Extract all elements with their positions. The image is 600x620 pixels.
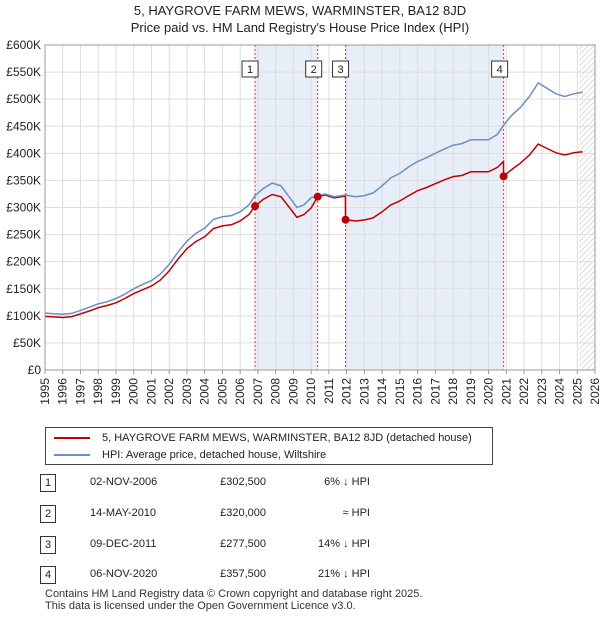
y-tick-label: £400K — [6, 146, 41, 160]
sale-row: 2 14-MAY-2010 £320,000 ≈ HPI — [40, 505, 460, 525]
chart-subtitle: Price paid vs. HM Land Registry's House … — [130, 20, 470, 35]
sale-date: 09-DEC-2011 — [90, 538, 157, 550]
sale-number-badge: 2 — [40, 505, 56, 523]
sale-date: 06-NOV-2020 — [90, 568, 158, 580]
sale-badge-box — [241, 60, 259, 78]
sale-badge-box — [332, 60, 350, 78]
sale-row: 1 02-NOV-2006 £302,500 6% ↓ HPI — [40, 474, 460, 494]
hpi-series-line — [44, 81, 583, 315]
x-tick-label: 1998 — [91, 378, 105, 405]
y-tick-label: £300K — [6, 201, 41, 215]
y-tick-label: £350K — [6, 173, 41, 187]
legend-swatch-property — [54, 437, 90, 439]
plot-frame — [44, 44, 596, 371]
x-tick-label: 2003 — [180, 378, 194, 405]
x-tick-label: 2018 — [446, 378, 460, 405]
sale-number-badge: 1 — [40, 474, 56, 492]
sale-date: 02-NOV-2006 — [90, 476, 158, 488]
x-tick-label: 2006 — [233, 378, 247, 405]
x-tick-label: 2024 — [553, 378, 567, 405]
sale-badge-box — [491, 60, 509, 78]
sale-badge-label: 3 — [337, 64, 343, 76]
x-tick-label: 2015 — [393, 378, 407, 405]
sale-point — [251, 202, 260, 211]
sale-badge-label: 2 — [311, 64, 317, 76]
sale-price: £320,000 — [220, 507, 266, 519]
x-tick-label: 2019 — [464, 378, 478, 405]
chart-title-block: 5, HAYGROVE FARM MEWS, WARMINSTER, BA12 … — [0, 2, 600, 36]
x-tick-label: 2011 — [322, 378, 336, 404]
sale-hpi-delta: ≈ HPI — [342, 507, 370, 519]
footer-line: Contains HM Land Registry data © Crown c… — [45, 588, 423, 600]
sale-number-badge: 3 — [40, 536, 56, 554]
x-tick-label: 2014 — [375, 378, 389, 405]
sale-badge-label: 4 — [497, 64, 503, 76]
y-tick-label: £0 — [28, 363, 42, 377]
sale-price: £302,500 — [220, 476, 266, 488]
sale-point — [499, 172, 508, 181]
x-tick-label: 2004 — [198, 378, 212, 405]
x-tick-label: 2010 — [304, 378, 318, 405]
sale-point — [313, 192, 322, 201]
sale-row: 4 06-NOV-2020 £357,500 21% ↓ HPI — [40, 566, 460, 586]
sale-date: 14-MAY-2010 — [90, 507, 157, 519]
x-tick-label: 2025 — [570, 378, 584, 405]
price-chart: 1 2 3 4 £0 £50K £100K £150K £200K £250K £300K £350… — [6, 38, 600, 405]
x-tick-label: 2008 — [269, 378, 283, 405]
x-tick-label: 2021 — [499, 378, 513, 405]
legend: 5, HAYGROVE FARM MEWS, WARMINSTER, BA12 … — [45, 427, 493, 465]
sale-badge-label: 1 — [247, 64, 253, 76]
x-tick-label: 1999 — [109, 378, 123, 405]
sale-price: £357,500 — [220, 568, 266, 580]
y-tick-label: £250K — [6, 228, 41, 242]
x-tick-label: 2001 — [144, 378, 158, 405]
x-tick-label: 1997 — [73, 378, 87, 405]
x-tick-label: 2012 — [340, 378, 354, 405]
y-tick-label: £100K — [6, 309, 41, 323]
x-tick-label: 2022 — [517, 378, 531, 405]
legend-label-property: 5, HAYGROVE FARM MEWS, WARMINSTER, BA12 … — [102, 432, 472, 444]
x-tick-label: 2017 — [428, 378, 442, 405]
sale-row: 3 09-DEC-2011 £277,500 14% ↓ HPI — [40, 536, 460, 556]
sale-badge-box — [305, 60, 323, 78]
y-tick-label: £450K — [6, 119, 41, 133]
x-tick-label: 2026 — [588, 378, 600, 405]
x-tick-label: 2016 — [411, 378, 425, 405]
footer-attribution: Contains HM Land Registry data © Crown c… — [45, 588, 422, 612]
y-tick-label: £550K — [6, 65, 41, 79]
x-tick-label: 2009 — [286, 378, 300, 405]
sale-price: £277,500 — [220, 538, 266, 550]
legend-label-hpi: HPI: Average price, detached house, Wilt… — [102, 449, 327, 461]
x-tick-label: 2007 — [251, 378, 265, 405]
x-tick-label: 1996 — [56, 378, 70, 405]
x-tick-label: 2023 — [535, 378, 549, 405]
y-tick-label: £50K — [13, 336, 41, 350]
y-tick-label: £500K — [6, 92, 41, 106]
x-tick-label: 2020 — [482, 378, 496, 405]
sale-hpi-delta: 6% ↓ HPI — [324, 476, 370, 488]
x-tick-label: 2013 — [357, 378, 371, 405]
x-tick-label: 1995 — [38, 378, 52, 405]
y-tick-label: £150K — [6, 282, 41, 296]
chart-title: 5, HAYGROVE FARM MEWS, WARMINSTER, BA12 … — [133, 3, 467, 18]
sale-point — [341, 215, 350, 224]
y-tick-label: £200K — [6, 255, 41, 269]
footer-line: This data is licensed under the Open Gov… — [45, 600, 356, 612]
y-tick-label: £600K — [6, 38, 41, 52]
x-tick-label: 2002 — [162, 378, 176, 405]
sale-hpi-delta: 21% ↓ HPI — [318, 568, 370, 580]
x-tick-label: 2005 — [215, 378, 229, 405]
legend-swatch-hpi — [54, 454, 90, 456]
sale-hpi-delta: 14% ↓ HPI — [318, 538, 370, 550]
x-tick-label: 2000 — [127, 378, 141, 405]
sale-number-badge: 4 — [40, 566, 56, 584]
